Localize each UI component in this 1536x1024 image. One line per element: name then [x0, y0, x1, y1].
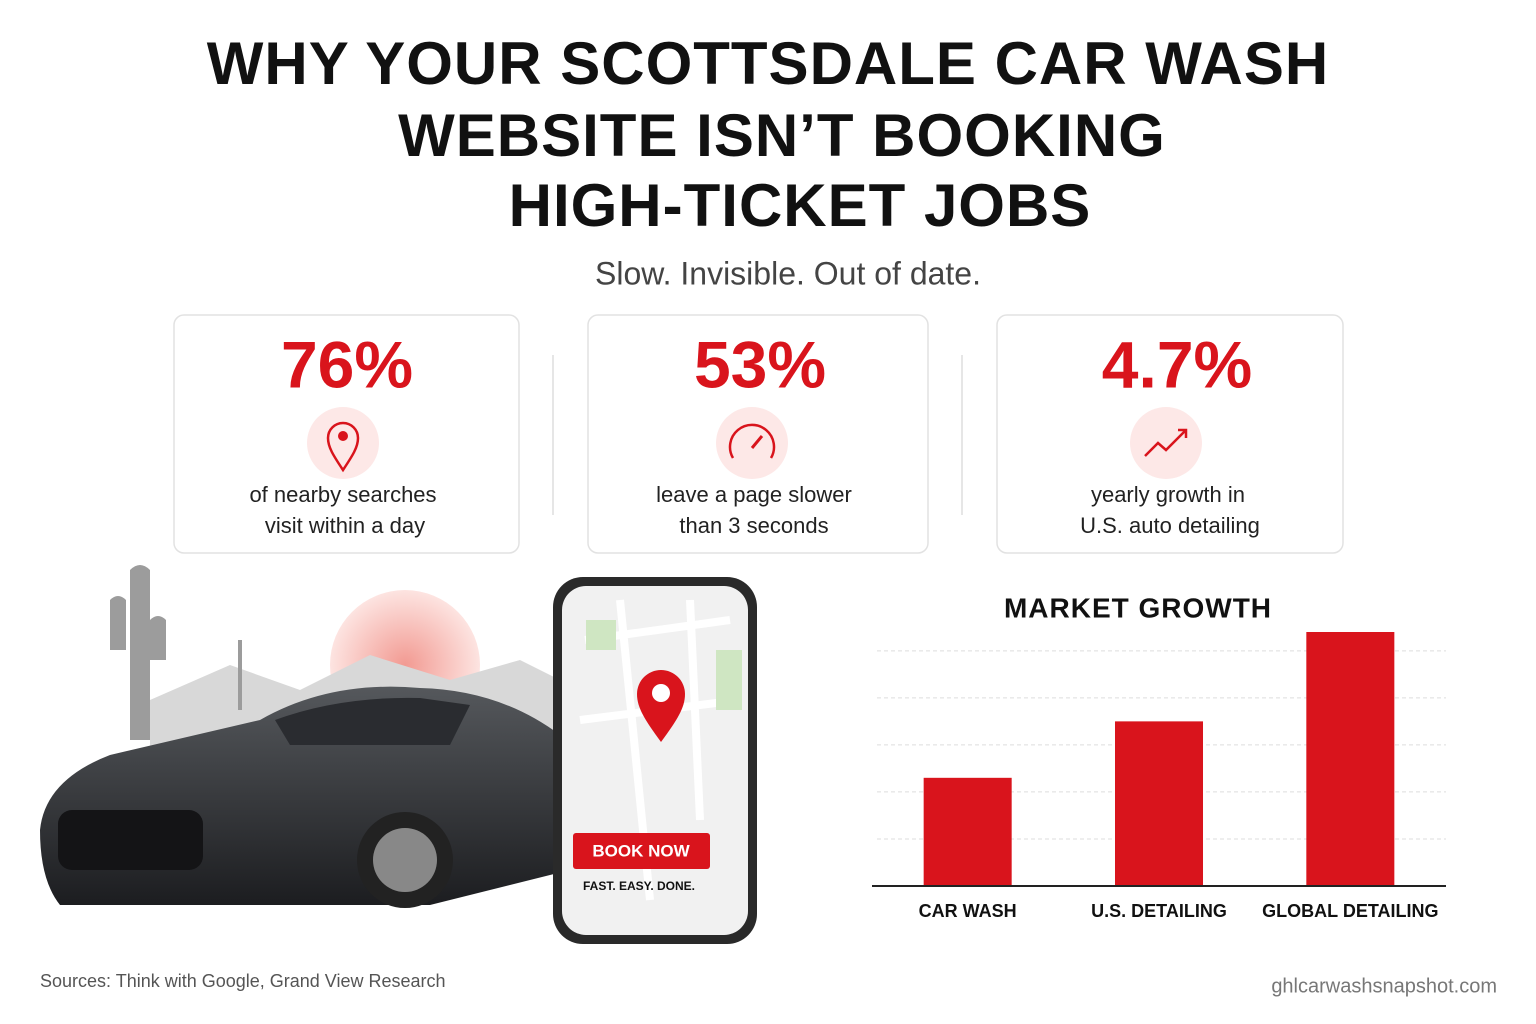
x-tick-label: U.S. DETAILING	[1091, 901, 1227, 921]
pin-icon	[326, 421, 360, 473]
x-tick-label: CAR WASH	[919, 901, 1017, 921]
subtitle: Slow. Invisible. Out of date.	[595, 255, 981, 291]
gauge-needle	[750, 435, 764, 449]
button-label: BOOK NOW	[592, 841, 690, 860]
stat-label: U.S. auto detailing	[1080, 513, 1260, 538]
site-url: ghlcarwashsnapshot.com	[1271, 975, 1497, 997]
title-line: WHY YOUR SCOTTSDALE CAR WASH	[207, 30, 1330, 97]
map-park	[586, 620, 616, 650]
car-rim	[373, 828, 437, 892]
growth-icon	[1144, 428, 1188, 457]
car-window	[275, 697, 470, 745]
icon-bg	[1130, 407, 1202, 479]
stat-label: visit within a day	[265, 513, 425, 538]
book-button	[573, 833, 710, 869]
stat-label: leave a page slower	[656, 482, 852, 507]
icon-bg	[307, 407, 379, 479]
chart-title: MARKET GROWTH	[1004, 592, 1272, 623]
bar	[923, 777, 1012, 886]
stat-label: than 3 seconds	[679, 513, 828, 538]
stat-label: of nearby searches	[249, 482, 436, 507]
stat-label: yearly growth in	[1091, 482, 1245, 507]
tagline: FAST. EASY. DONE.	[583, 879, 695, 893]
illustration: BOOK NOW FAST. EASY. DONE.	[40, 565, 757, 944]
stat-value: 76%	[281, 327, 413, 401]
gauge-icon	[728, 423, 776, 459]
car-grille	[58, 810, 203, 870]
sources: Sources: Think with Google, Grand View R…	[40, 971, 446, 991]
x-tick-label: GLOBAL DETAILING	[1262, 901, 1438, 921]
map-pin-dot	[652, 684, 670, 702]
map-park	[716, 650, 742, 710]
bar	[1306, 632, 1395, 886]
stat-value: 53%	[694, 327, 826, 401]
icon-bg	[716, 407, 788, 479]
stat-cards: 76% 53% 4.7% of nearby searches visit wi…	[173, 314, 1344, 554]
bar	[1114, 721, 1204, 886]
title-line: HIGH-TICKET JOBS	[509, 172, 1092, 239]
map-pin	[637, 670, 685, 742]
stat-value: 4.7%	[1102, 327, 1252, 401]
cactus	[110, 565, 166, 740]
pin-dot	[338, 431, 348, 441]
title-line: WEBSITE ISN’T BOOKING	[398, 102, 1166, 169]
